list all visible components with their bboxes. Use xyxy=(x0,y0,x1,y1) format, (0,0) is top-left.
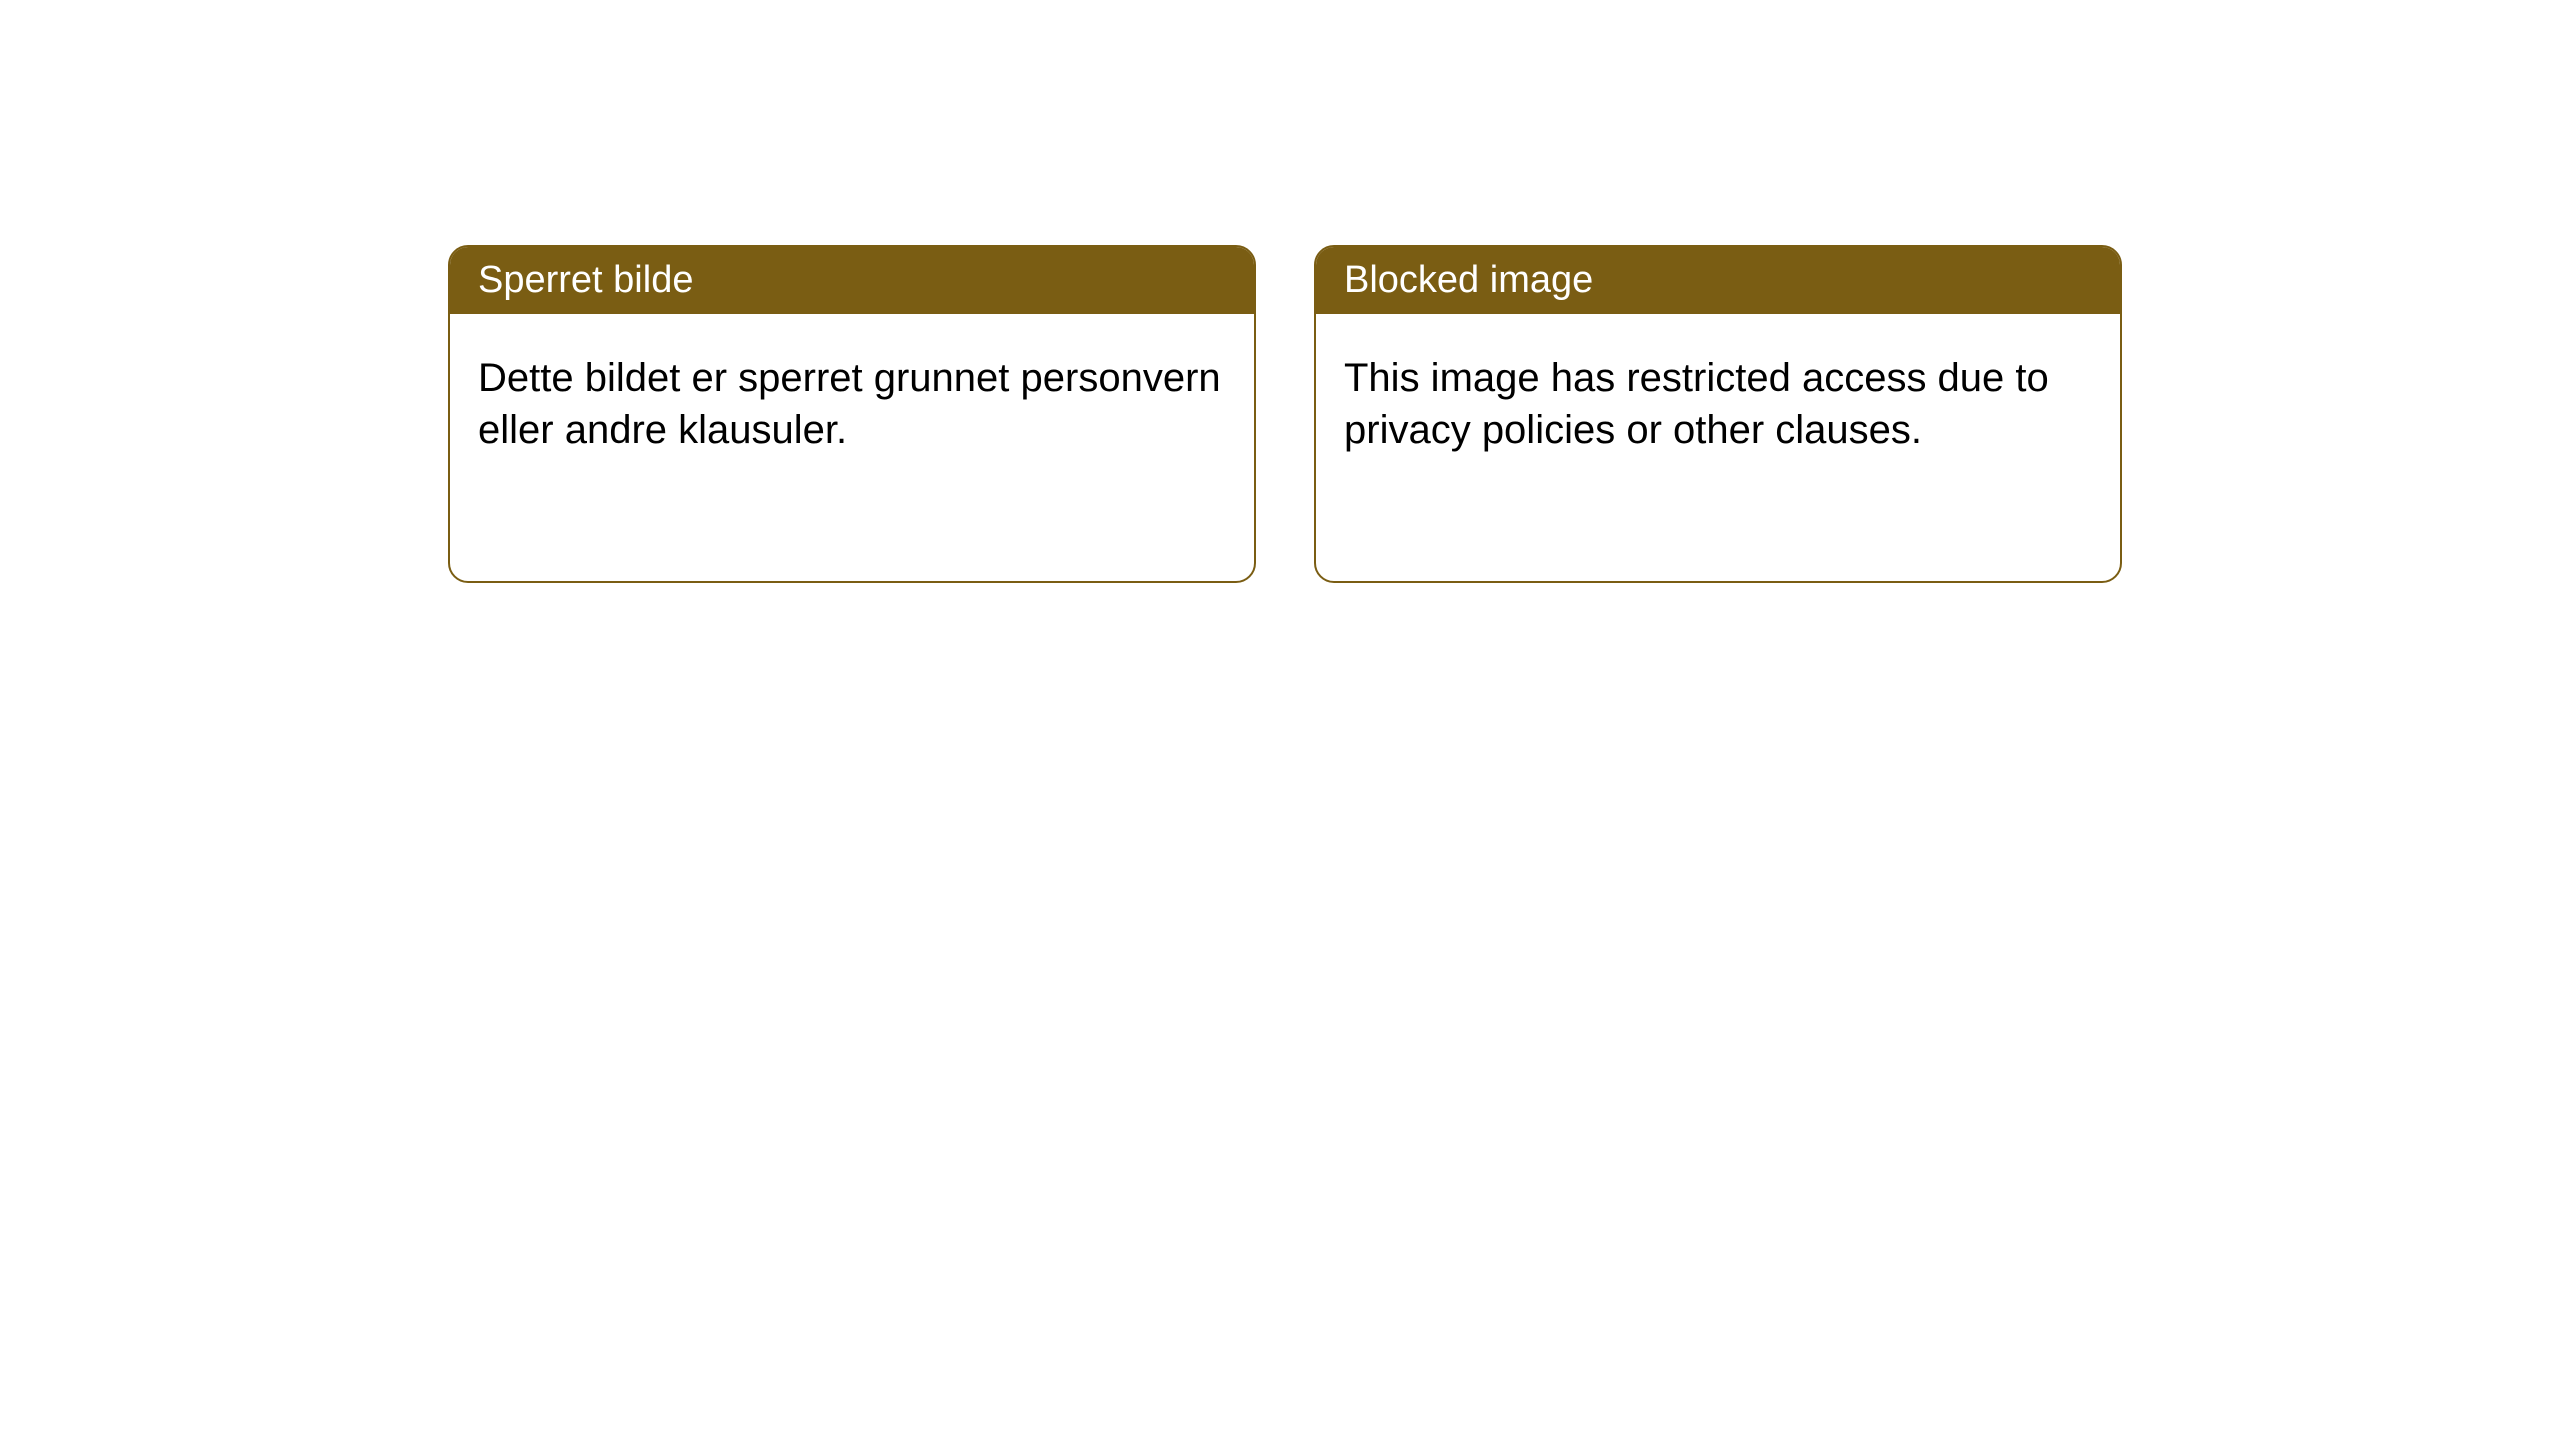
card-header: Blocked image xyxy=(1316,247,2120,314)
card-body-text: This image has restricted access due to … xyxy=(1344,356,2049,452)
blocked-image-card-no: Sperret bilde Dette bildet er sperret gr… xyxy=(448,245,1256,583)
card-title: Sperret bilde xyxy=(478,259,693,301)
card-body: Dette bildet er sperret grunnet personve… xyxy=(450,314,1254,494)
cards-container: Sperret bilde Dette bildet er sperret gr… xyxy=(0,0,2560,583)
card-body-text: Dette bildet er sperret grunnet personve… xyxy=(478,356,1221,452)
card-body: This image has restricted access due to … xyxy=(1316,314,2120,494)
card-header: Sperret bilde xyxy=(450,247,1254,314)
card-title: Blocked image xyxy=(1344,259,1593,301)
blocked-image-card-en: Blocked image This image has restricted … xyxy=(1314,245,2122,583)
